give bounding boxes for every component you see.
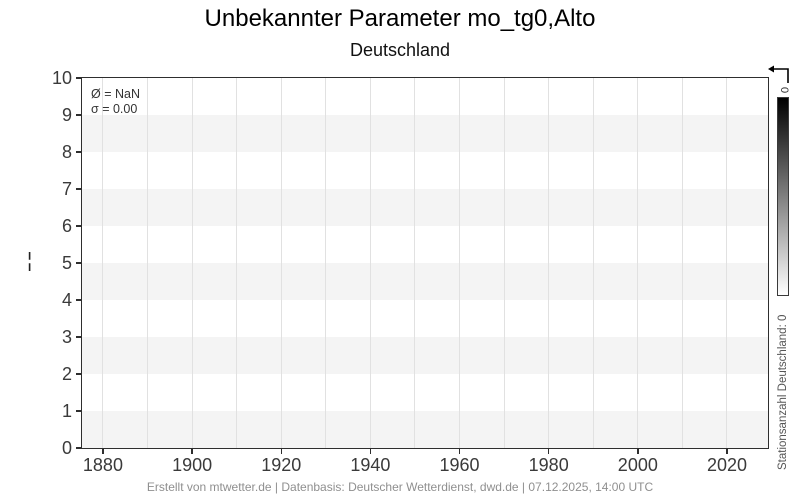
y-axis-tick xyxy=(76,151,81,153)
y-axis-tick-label: 2 xyxy=(61,364,72,384)
colorbar-axis-label: Stationsanzahl Deutschland: 0 xyxy=(777,314,789,470)
x-axis-tick-label: 1900 xyxy=(172,455,213,475)
sigma-value-label: σ = 0.00 xyxy=(91,102,138,116)
x-gridline xyxy=(325,78,327,448)
attribution-footer: Erstellt von mtwetter.de | Datenbasis: D… xyxy=(146,480,654,494)
y-axis-tick xyxy=(76,262,81,264)
x-gridline xyxy=(548,78,550,448)
y-axis-tick xyxy=(76,336,81,338)
colorbar-arrow-icon xyxy=(768,65,789,83)
x-axis-tick xyxy=(280,449,282,454)
y-axis-tick xyxy=(76,225,81,227)
x-axis-tick xyxy=(547,449,550,454)
y-axis-tick-label: 5 xyxy=(61,253,72,273)
x-gridline xyxy=(726,78,728,448)
x-axis-tick-label: 1980 xyxy=(528,455,569,475)
x-gridline xyxy=(236,78,238,448)
x-axis-tick xyxy=(191,449,193,454)
y-axis-tick-label: 6 xyxy=(61,216,72,236)
x-gridline xyxy=(102,78,104,448)
y-axis-tick xyxy=(76,77,81,79)
y-axis-tick xyxy=(76,447,81,449)
x-gridline xyxy=(503,78,505,448)
x-gridline xyxy=(681,78,683,448)
chart-subtitle: Deutschland xyxy=(349,40,451,60)
x-axis-tick xyxy=(637,449,639,454)
x-axis-tick xyxy=(726,449,728,454)
x-axis-tick-label: 2000 xyxy=(617,455,658,475)
colorbar xyxy=(777,97,789,296)
x-axis-tick xyxy=(102,449,104,454)
chart-title: Unbekannter Parameter mo_tg0,Alto xyxy=(204,5,596,32)
stats-annotation: Ø = NaN σ = 0.00 xyxy=(91,87,140,117)
x-axis-tick xyxy=(369,449,372,454)
y-axis-tick-label: 10 xyxy=(51,68,72,88)
y-axis-tick-label: 3 xyxy=(61,327,72,347)
x-gridline xyxy=(280,78,282,448)
y-axis-tick-label: 7 xyxy=(61,179,72,199)
x-gridline xyxy=(459,78,461,448)
plot-area: Ø = NaN σ = 0.00 xyxy=(81,77,769,449)
y-axis-tick xyxy=(76,299,81,301)
y-axis-label-fragment: ¦ xyxy=(27,250,33,272)
x-axis-tick-label: 1940 xyxy=(350,455,391,475)
y-axis-tick-label: 9 xyxy=(61,105,72,125)
y-axis-tick xyxy=(76,114,81,116)
x-gridline xyxy=(592,78,594,448)
y-axis-tick xyxy=(76,373,81,375)
x-gridline xyxy=(369,78,371,448)
y-axis-tick xyxy=(76,410,81,412)
x-axis-tick-label: 1920 xyxy=(261,455,302,475)
x-gridline xyxy=(147,78,149,448)
x-gridline xyxy=(191,78,193,448)
x-gridline xyxy=(414,78,416,448)
x-gridline xyxy=(637,78,639,448)
colorbar-tick-label: 0 xyxy=(778,86,790,94)
y-axis-tick-label: 1 xyxy=(61,401,72,421)
y-axis-tick xyxy=(76,188,81,190)
x-axis-tick-label: 1880 xyxy=(82,455,123,475)
y-axis-tick-label: 8 xyxy=(61,142,72,162)
y-axis-tick-label: 4 xyxy=(61,290,72,310)
x-axis-tick-label: 1960 xyxy=(439,455,480,475)
mean-value-label: Ø = NaN xyxy=(91,87,140,101)
x-axis-tick-label: 2020 xyxy=(706,455,748,475)
y-axis-tick-label: 0 xyxy=(61,438,72,458)
x-axis-tick xyxy=(458,449,461,454)
